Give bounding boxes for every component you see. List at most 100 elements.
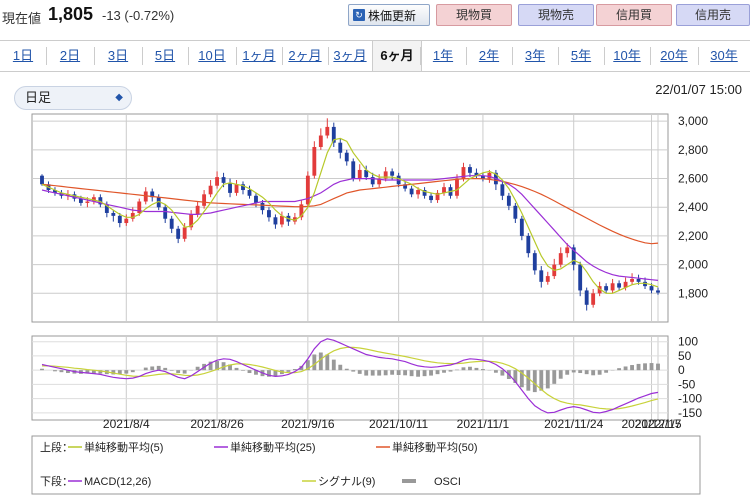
tab-label: 6ヶ月 (380, 48, 414, 63)
interval-select-value: 日足 (25, 90, 52, 105)
tab-period-6[interactable]: 2ヶ月 (282, 41, 328, 71)
tab-period-12[interactable]: 5年 (558, 41, 604, 71)
osci-bar (448, 370, 453, 372)
osci-bar (53, 370, 57, 372)
y-tick-label: 2,200 (678, 229, 708, 243)
y-tick-label: 1,800 (678, 286, 708, 300)
tab-separator (420, 47, 421, 65)
candle-down (468, 167, 472, 173)
candle-up (292, 217, 297, 222)
candle-down (422, 190, 427, 196)
osci-bar (383, 370, 388, 376)
candle-up (558, 253, 563, 265)
tab-label: 30年 (710, 48, 738, 63)
tab-period-5[interactable]: 1ヶ月 (236, 41, 282, 71)
tab-period-9[interactable]: 1年 (420, 41, 466, 71)
macd-y-tick-label: -50 (678, 377, 696, 391)
margin-sell-button[interactable]: 信用売 (676, 4, 750, 26)
tab-period-13[interactable]: 10年 (604, 41, 650, 71)
cash-buy-button[interactable]: 現物買 (436, 4, 512, 26)
candle-up (189, 214, 194, 228)
tab-separator (372, 47, 373, 65)
osci-bar (377, 370, 382, 376)
tab-period-7[interactable]: 3ヶ月 (328, 41, 372, 71)
osci-bar (338, 364, 343, 371)
candle-up (215, 177, 219, 186)
candle-down (481, 175, 485, 179)
osci-bar (649, 363, 654, 371)
osci-bar (429, 370, 433, 376)
update-price-button[interactable]: ↻ 株価更新 (348, 4, 430, 26)
candle-up (610, 283, 615, 291)
candle-down (260, 202, 265, 211)
macd-y-tick-label: -100 (678, 392, 702, 406)
tab-period-0[interactable]: 1日 (0, 41, 46, 71)
osci-bar (260, 370, 265, 377)
update-price-label: 株価更新 (368, 8, 417, 23)
candle-down (176, 228, 181, 239)
candle-down (111, 212, 116, 216)
tab-period-10[interactable]: 2年 (466, 41, 512, 71)
candle-down (228, 182, 232, 193)
candle-down (344, 152, 349, 162)
candle-up (124, 218, 129, 224)
candle-down (396, 175, 401, 185)
candle-down (519, 218, 524, 236)
tab-label: 1年 (432, 48, 454, 63)
osci-bar (156, 365, 161, 371)
tab-period-1[interactable]: 2日 (46, 41, 94, 71)
legend-item: シグナル(9) (318, 474, 375, 488)
candle-up (137, 201, 142, 213)
macd-panel-frame (31, 335, 669, 421)
tab-period-11[interactable]: 3年 (512, 41, 558, 71)
candle-up (91, 197, 96, 202)
candle-down (59, 192, 64, 196)
candle-up (318, 135, 323, 147)
candle-down (221, 177, 226, 183)
tab-separator (142, 47, 143, 65)
x-tick-label: 2021/8/4 (103, 417, 150, 431)
cash-sell-button[interactable]: 現物売 (518, 4, 594, 26)
candle-up (195, 205, 200, 215)
tab-separator (698, 47, 699, 65)
osci-bar (357, 370, 362, 374)
candle-down (286, 215, 291, 222)
candle-up (208, 185, 213, 195)
tab-period-2[interactable]: 3日 (94, 41, 142, 71)
osci-bar (481, 369, 485, 371)
candle-up (305, 175, 310, 205)
candle-up (623, 281, 628, 288)
osci-bar (163, 367, 168, 371)
legend-item: OSCI (434, 476, 461, 488)
tab-label: 1日 (12, 48, 34, 63)
candle-down (338, 142, 343, 153)
tab-period-4[interactable]: 10日 (188, 41, 236, 71)
price-value: 1,805 (48, 4, 94, 24)
osci-bar (558, 370, 563, 379)
osci-bar (202, 363, 207, 371)
candle-down (351, 161, 356, 179)
y-tick-label: 2,600 (678, 172, 708, 186)
tab-period-14[interactable]: 20年 (650, 41, 698, 71)
x-tick-label: 2022/1/7 (635, 417, 682, 431)
x-tick-label: 2021/9/16 (281, 417, 335, 431)
osci-bar (390, 370, 395, 375)
osci-bar (584, 370, 589, 375)
osci-bar (364, 370, 369, 376)
tab-period-15[interactable]: 30年 (698, 41, 750, 71)
osci-bar (66, 370, 70, 374)
candle-down (254, 195, 258, 203)
osci-bar (215, 361, 219, 371)
margin-buy-button[interactable]: 信用買 (596, 4, 672, 26)
osci-bar (422, 370, 427, 377)
candle-down (493, 172, 498, 185)
candle-down (163, 207, 168, 219)
osci-bar (267, 370, 271, 377)
osci-bar (519, 370, 524, 388)
refresh-icon: ↻ (353, 9, 365, 21)
tab-period-8[interactable]: 6ヶ月 (372, 41, 422, 71)
interval-select[interactable]: 日足 ◆ (14, 86, 132, 110)
osci-bar (552, 370, 557, 384)
candle-down (429, 195, 433, 201)
tab-period-3[interactable]: 5日 (142, 41, 188, 71)
